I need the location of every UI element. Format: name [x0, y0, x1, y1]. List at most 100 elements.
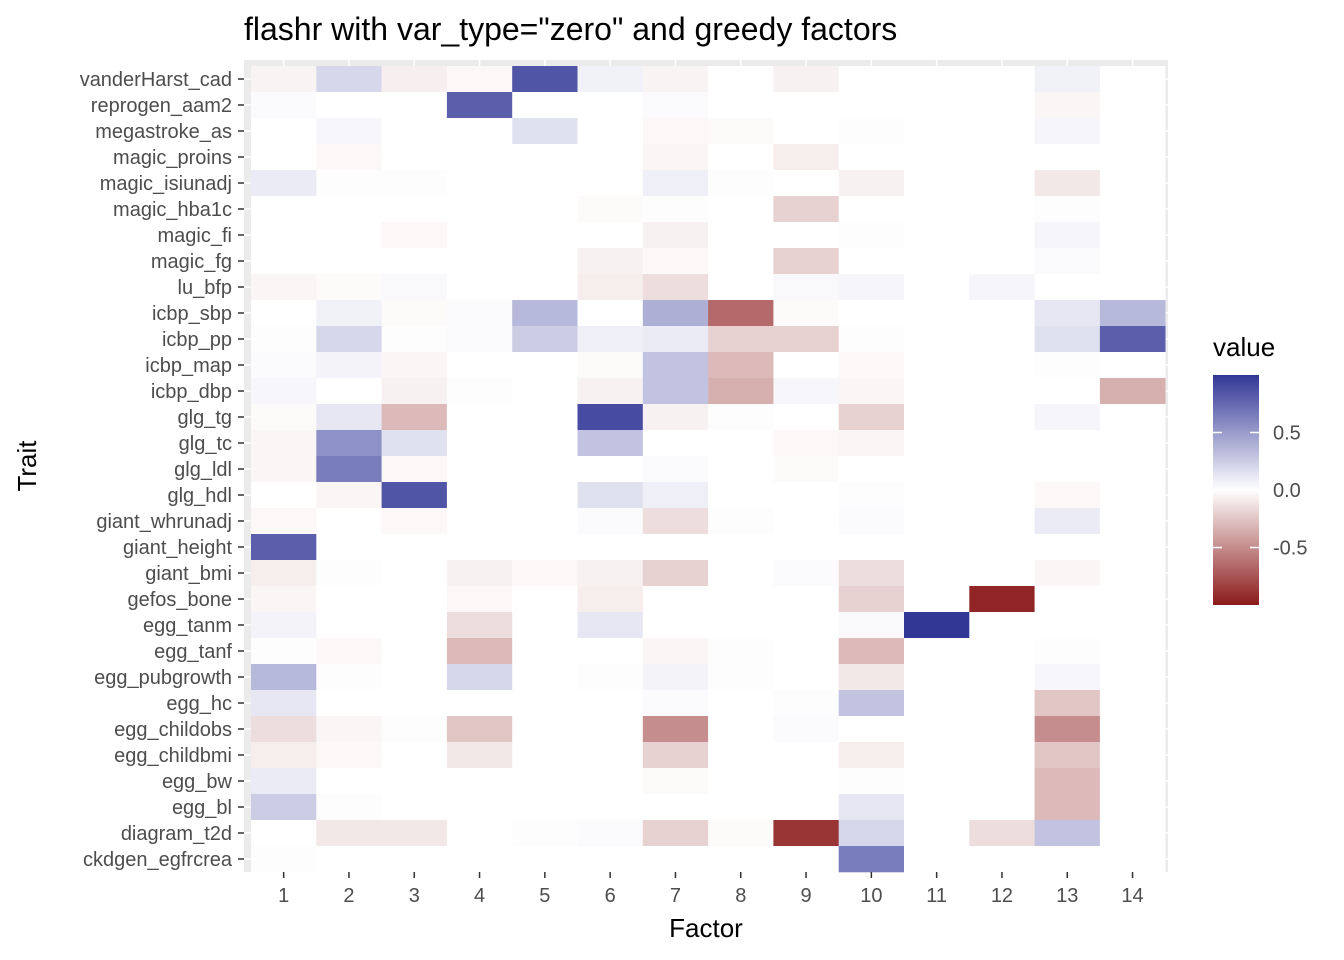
heatmap-cell — [642, 742, 709, 769]
heatmap-cell — [642, 430, 709, 457]
heatmap-cell — [969, 92, 1035, 119]
heatmap-cell — [838, 326, 905, 353]
heatmap-cell — [316, 482, 382, 509]
heatmap-cell — [838, 170, 905, 197]
heatmap-cell — [1099, 742, 1166, 769]
heatmap-cell — [1099, 222, 1166, 249]
heatmap-cell — [642, 456, 709, 483]
heatmap-cell — [642, 170, 709, 197]
heatmap-cell — [773, 274, 839, 301]
heatmap-cell — [904, 404, 970, 431]
heatmap-cell — [381, 274, 448, 301]
heatmap-cell — [1099, 612, 1166, 639]
heatmap-cell — [1099, 118, 1166, 145]
heatmap-cell — [969, 508, 1035, 535]
heatmap-cell — [577, 118, 644, 145]
heatmap-cell — [577, 664, 644, 691]
heatmap-cell — [708, 300, 774, 327]
heatmap-cell — [904, 274, 970, 301]
heatmap-cell — [773, 118, 839, 145]
heatmap-cell — [1099, 456, 1166, 483]
heatmap-cell — [773, 768, 839, 795]
heatmap-cell — [316, 638, 382, 665]
heatmap-cell — [512, 378, 578, 405]
heatmap-cells — [251, 66, 1166, 873]
y-tick-label: magic_proins — [113, 147, 232, 169]
y-tick-label: diagram_t2d — [121, 823, 232, 845]
heatmap-cell — [1034, 742, 1101, 769]
heatmap-cell — [904, 534, 970, 561]
heatmap-cell — [642, 404, 709, 431]
x-tick-label: 3 — [409, 885, 420, 907]
heatmap-cell — [446, 846, 513, 873]
y-tick-label: megastroke_as — [95, 121, 232, 143]
heatmap-cell — [838, 248, 905, 275]
heatmap-cell — [773, 248, 839, 275]
heatmap-cell — [512, 690, 578, 717]
x-tick-label: 11 — [926, 885, 947, 907]
heatmap-cell — [512, 92, 578, 119]
heatmap-cell — [251, 196, 317, 223]
heatmap-cell — [969, 274, 1035, 301]
heatmap-cell — [773, 300, 839, 327]
heatmap-cell — [316, 118, 382, 145]
heatmap-cell — [773, 326, 839, 353]
heatmap-cell — [1099, 482, 1166, 509]
heatmap-cell — [446, 716, 513, 743]
heatmap-cell — [381, 742, 448, 769]
heatmap-cell — [708, 170, 774, 197]
heatmap-cell — [708, 118, 774, 145]
heatmap-cell — [642, 794, 709, 821]
heatmap-cell — [904, 612, 970, 639]
heatmap-cell — [969, 690, 1035, 717]
heatmap-cell — [446, 508, 513, 535]
heatmap-cell — [512, 456, 578, 483]
heatmap-cell — [512, 794, 578, 821]
heatmap-cell — [577, 612, 644, 639]
heatmap-cell — [251, 560, 317, 587]
heatmap-cell — [446, 664, 513, 691]
heatmap-cell — [1099, 638, 1166, 665]
x-tick-label: 2 — [343, 885, 354, 907]
heatmap-cell — [577, 508, 644, 535]
heatmap-cell — [512, 326, 578, 353]
x-tick-label: 8 — [735, 885, 746, 907]
heatmap-cell — [773, 716, 839, 743]
heatmap-cell — [316, 404, 382, 431]
heatmap-cell — [708, 248, 774, 275]
heatmap-cell — [251, 716, 317, 743]
heatmap-cell — [773, 742, 839, 769]
heatmap-cell — [1099, 508, 1166, 535]
heatmap-cell — [446, 248, 513, 275]
heatmap-cell — [642, 664, 709, 691]
heatmap-cell — [381, 222, 448, 249]
heatmap-cell — [251, 768, 317, 795]
heatmap-cell — [446, 66, 513, 93]
heatmap-cell — [838, 456, 905, 483]
heatmap-cell — [904, 768, 970, 795]
heatmap-cell — [838, 66, 905, 93]
y-tick-label: icbp_dbp — [151, 381, 232, 403]
y-tick-label: egg_hc — [166, 693, 232, 715]
heatmap-cell — [642, 352, 709, 379]
heatmap-cell — [838, 222, 905, 249]
heatmap-cell — [838, 274, 905, 301]
heatmap-cell — [969, 118, 1035, 145]
heatmap-cell — [1034, 378, 1101, 405]
chart-title: flashr with var_type="zero" and greedy f… — [244, 11, 897, 47]
heatmap-cell — [773, 404, 839, 431]
heatmap-cell — [708, 742, 774, 769]
heatmap-cell — [708, 690, 774, 717]
heatmap-cell — [838, 820, 905, 847]
heatmap-cell — [577, 690, 644, 717]
heatmap-cell — [446, 352, 513, 379]
heatmap-cell — [904, 430, 970, 457]
heatmap-cell — [708, 274, 774, 301]
heatmap-cell — [251, 612, 317, 639]
heatmap-cell — [1034, 716, 1101, 743]
heatmap-cell — [316, 534, 382, 561]
heatmap-cell — [251, 508, 317, 535]
heatmap-cell — [904, 794, 970, 821]
heatmap-cell — [316, 716, 382, 743]
heatmap-cell — [316, 560, 382, 587]
